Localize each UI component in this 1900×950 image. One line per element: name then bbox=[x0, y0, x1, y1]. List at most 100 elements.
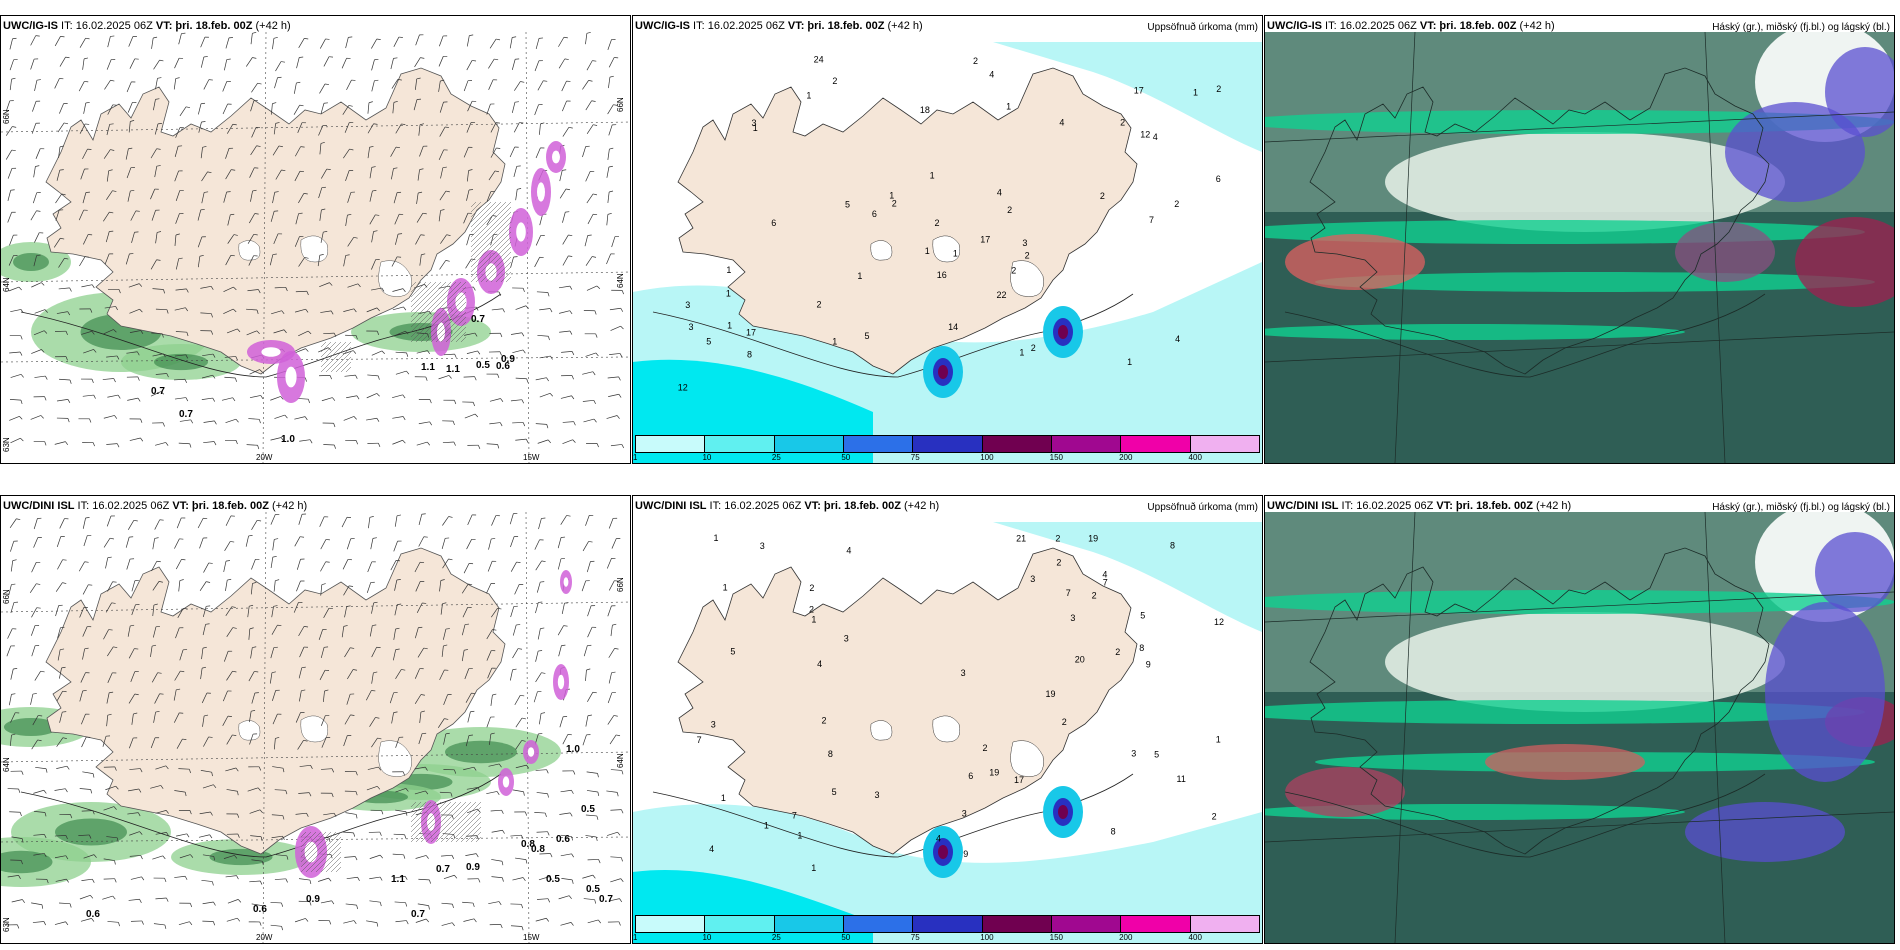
wind-barb bbox=[152, 626, 157, 638]
wind-barb-flag bbox=[524, 811, 528, 816]
wind-barb bbox=[488, 763, 500, 767]
wind-barb bbox=[438, 210, 441, 222]
wind-barb bbox=[125, 253, 130, 265]
wind-barb bbox=[102, 736, 107, 747]
wind-barb bbox=[319, 516, 325, 527]
wind-barb bbox=[461, 650, 465, 662]
wind-barb bbox=[417, 647, 425, 658]
iceland-landmass bbox=[677, 547, 1138, 855]
wind-barb bbox=[535, 672, 542, 683]
wind-barb bbox=[150, 148, 157, 159]
wind-barb bbox=[440, 167, 444, 179]
wind-barb bbox=[151, 672, 158, 683]
wind-barb bbox=[512, 349, 524, 354]
wind-barb bbox=[128, 283, 140, 288]
wind-barb bbox=[439, 101, 444, 113]
wind-barb bbox=[59, 518, 65, 529]
wind-barb bbox=[392, 439, 403, 445]
wind-barb bbox=[226, 789, 238, 792]
wind-barb bbox=[418, 421, 430, 425]
wind-barb bbox=[344, 856, 356, 858]
hatch-line bbox=[415, 801, 457, 843]
wind-barb bbox=[393, 833, 405, 836]
grid-line bbox=[1265, 811, 1894, 843]
wind-barb bbox=[343, 308, 355, 312]
precip-amount-label: 12 bbox=[1214, 617, 1224, 627]
wind-barb bbox=[203, 420, 215, 423]
wind-barb bbox=[152, 581, 160, 591]
wind-barb bbox=[587, 214, 594, 225]
wind-barb bbox=[174, 397, 186, 400]
wind-barb bbox=[606, 558, 612, 569]
wind-barb-flag bbox=[303, 739, 308, 742]
wind-barb bbox=[395, 330, 406, 336]
precip-value-label: 0.5 bbox=[581, 804, 595, 815]
wind-barb-flag bbox=[93, 854, 97, 858]
wind-barb-flag bbox=[116, 443, 120, 448]
wind-barb-flag bbox=[402, 394, 406, 399]
wind-barb bbox=[58, 667, 62, 679]
hatch-line bbox=[435, 801, 477, 843]
precip-amount-label: 2 bbox=[1100, 191, 1105, 201]
wind-barb bbox=[345, 170, 350, 181]
wind-barb-flag bbox=[320, 142, 325, 144]
wind-barb-flag bbox=[502, 830, 505, 834]
wind-barb-flag bbox=[397, 78, 402, 81]
wind-barb bbox=[464, 413, 476, 419]
wind-barb-flag bbox=[166, 373, 169, 378]
wind-barb bbox=[198, 121, 202, 133]
wind-barb bbox=[197, 236, 203, 248]
wind-barb-flag bbox=[497, 444, 500, 449]
colorbar-ticks: 1 10 25 50 75 100 150 200 400 bbox=[633, 453, 1260, 463]
wind-barb bbox=[270, 924, 282, 927]
wind-barb bbox=[585, 835, 597, 838]
wind-barb-flag bbox=[256, 330, 260, 334]
wind-barb bbox=[416, 602, 423, 613]
wind-barb-flag bbox=[12, 126, 17, 128]
wind-barb-flag bbox=[355, 791, 358, 796]
wind-barb bbox=[202, 784, 214, 789]
wind-barb bbox=[125, 537, 130, 548]
precip-hotspot-peak bbox=[938, 845, 948, 859]
wind-barb bbox=[366, 417, 378, 421]
hatch-line bbox=[410, 801, 427, 818]
precip-core bbox=[209, 848, 273, 866]
hatch-line bbox=[430, 306, 467, 343]
wind-barb bbox=[342, 105, 350, 115]
wind-barb bbox=[586, 285, 598, 291]
wind-barb bbox=[273, 233, 279, 245]
wind-barb bbox=[491, 308, 503, 311]
wind-barb-flag bbox=[404, 834, 407, 839]
wind-barb-flag bbox=[299, 104, 304, 107]
wind-barb-flag bbox=[257, 787, 261, 792]
precip-amount-label: 22 bbox=[997, 290, 1007, 300]
wind-barb-flag bbox=[112, 190, 117, 192]
wind-barb-flag bbox=[333, 332, 337, 337]
wind-barb bbox=[371, 59, 375, 71]
colorbar-tick-label: 50 bbox=[841, 453, 851, 462]
wind-barb bbox=[440, 854, 452, 857]
lead-time: (+42 h) bbox=[268, 500, 308, 512]
wind-barb-flag bbox=[471, 692, 476, 695]
wind-barb bbox=[174, 875, 186, 878]
wind-barb-flag bbox=[158, 581, 163, 583]
wind-barb bbox=[152, 538, 156, 550]
grid-line bbox=[1394, 32, 1416, 463]
wind-barb bbox=[201, 879, 213, 882]
wind-barb-flag bbox=[618, 394, 622, 398]
wind-barb-flag bbox=[65, 921, 69, 926]
wind-barb bbox=[370, 538, 374, 550]
hatch-line bbox=[470, 221, 512, 263]
wind-barb-flag bbox=[613, 104, 618, 106]
precip-amount-label: 3 bbox=[961, 668, 966, 678]
wind-barb bbox=[443, 694, 448, 706]
wind-barb-flag bbox=[440, 209, 445, 211]
wind-barb-flag bbox=[156, 560, 161, 563]
wind-barb-flag bbox=[138, 788, 142, 793]
precip-amount-label: 4 bbox=[1153, 132, 1158, 142]
wind-barb bbox=[319, 38, 326, 49]
wind-barb bbox=[320, 900, 332, 904]
wind-barb bbox=[269, 672, 273, 684]
hatch-line bbox=[470, 201, 512, 243]
wind-barb bbox=[10, 437, 21, 444]
